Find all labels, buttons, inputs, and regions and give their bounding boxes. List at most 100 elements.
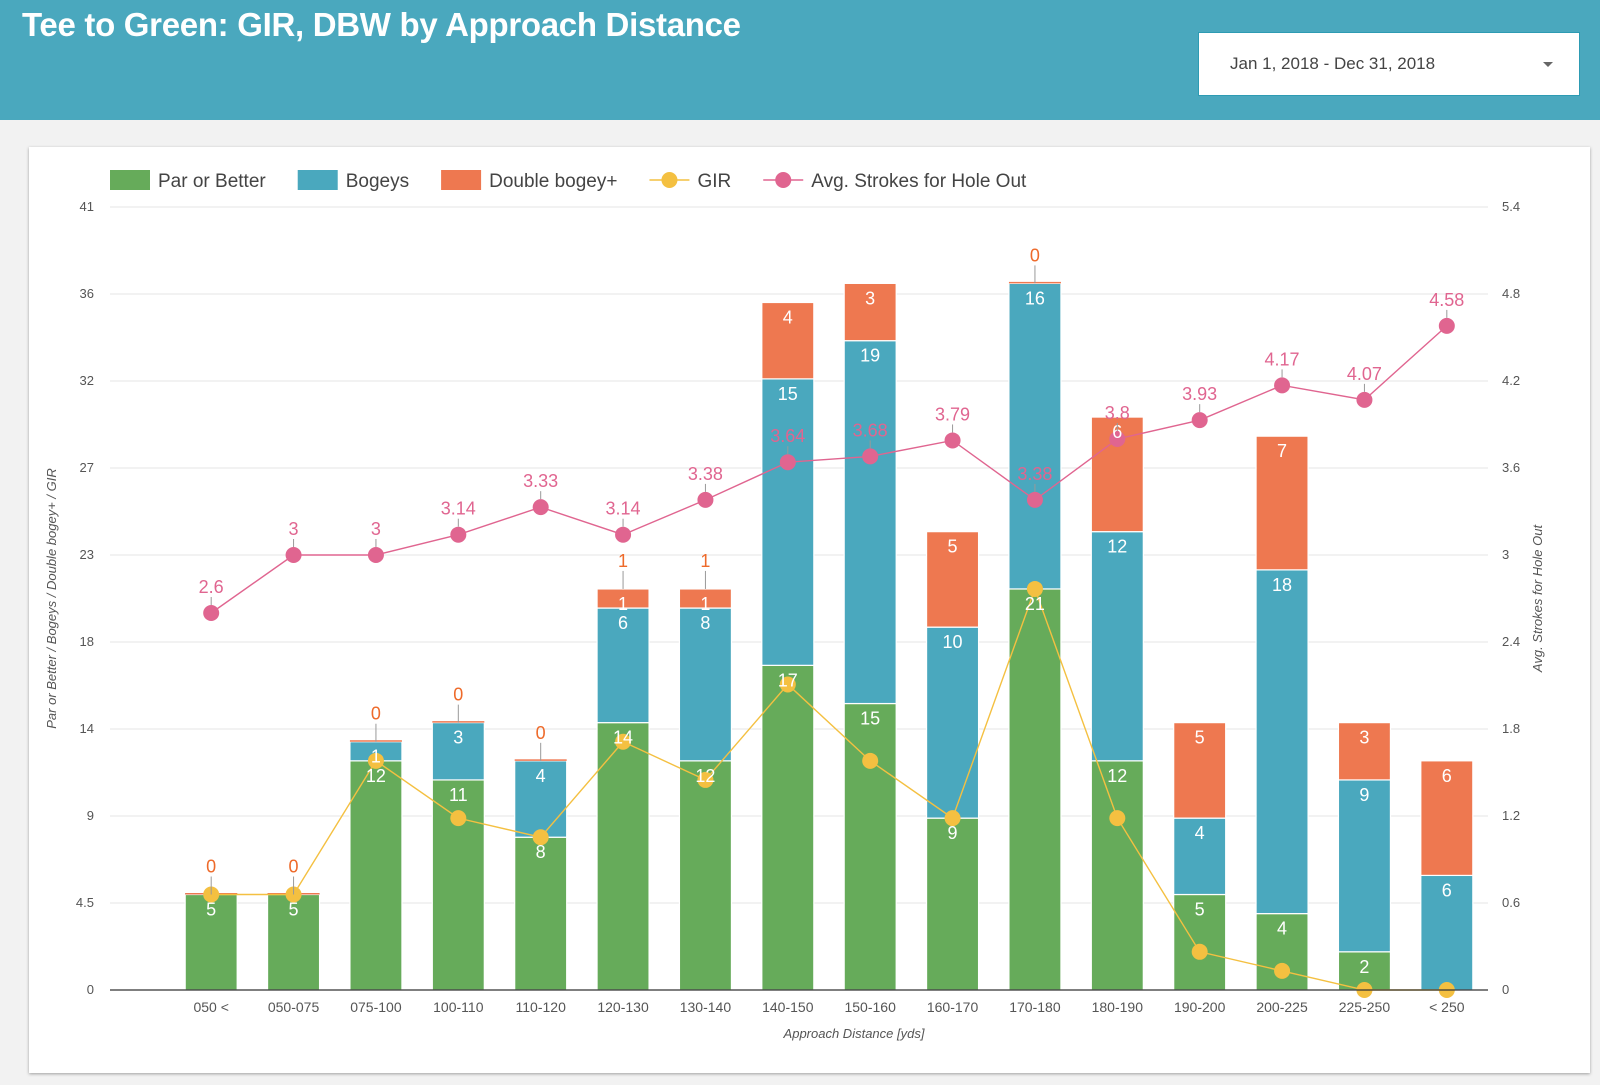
avg-strokes-point bbox=[615, 526, 632, 543]
legend: Par or Better Bogeys Double bogey+ GIR Avg. … bbox=[110, 170, 1027, 192]
x-tick-label: 225-250 bbox=[1339, 999, 1391, 1015]
bar-bogeys bbox=[1090, 531, 1144, 762]
avg-strokes-label: 3.79 bbox=[935, 404, 970, 424]
bar-value-label: 5 bbox=[948, 537, 958, 557]
double-bogey-label: 1 bbox=[618, 551, 628, 571]
legend-label: GIR bbox=[697, 171, 731, 192]
bar-value-label: 6 bbox=[1442, 880, 1452, 900]
x-axis-title: Approach Distance [yds] bbox=[783, 1026, 925, 1041]
gir-point bbox=[1026, 580, 1043, 597]
y2-tick-label: 3 bbox=[1502, 547, 1509, 562]
bar-value-label: 5 bbox=[1195, 728, 1205, 748]
legend-avg-strokes: Avg. Strokes for Hole Out bbox=[763, 171, 1027, 192]
bar-value-label: 5 bbox=[1195, 900, 1205, 920]
x-tick-label: 100-110 bbox=[433, 999, 484, 1015]
bar-double-bogey bbox=[1255, 435, 1309, 571]
bar-bogeys bbox=[1337, 779, 1392, 953]
avg-strokes-point bbox=[1356, 391, 1373, 408]
y2-axis-title: Avg. Strokes for Hole Out bbox=[1530, 524, 1545, 674]
axes: 04.591418232732364100.61.21.82.433.64.24… bbox=[44, 199, 1545, 1041]
bar-value-label: 6 bbox=[1112, 422, 1122, 442]
y-tick-label: 0 bbox=[87, 982, 94, 997]
x-tick-label: 075-100 bbox=[350, 999, 402, 1015]
x-tick-label: 110-120 bbox=[516, 999, 567, 1015]
bar-value-label: 12 bbox=[1107, 766, 1127, 786]
bar-value-label: 15 bbox=[860, 709, 880, 729]
avg-strokes-point bbox=[1109, 431, 1126, 447]
bar-value-label: 10 bbox=[943, 632, 963, 652]
avg-strokes-point bbox=[367, 547, 384, 563]
date-range-value: Jan 1, 2018 - Dec 31, 2018 bbox=[1230, 54, 1436, 73]
x-tick-label: 050 < bbox=[193, 999, 228, 1015]
avg-strokes-label: 3.38 bbox=[1017, 464, 1052, 484]
bar-double-bogey bbox=[925, 531, 980, 628]
x-tick-label: 160-170 bbox=[927, 999, 979, 1015]
legend-label: Par or Better bbox=[158, 171, 266, 192]
avg-strokes-label: 3.14 bbox=[606, 499, 641, 519]
x-tick-label: 180-190 bbox=[1092, 999, 1144, 1015]
y-axis-title: Par or Better / Bogeys / Double bogey+ /… bbox=[44, 468, 59, 729]
y2-tick-label: 2.4 bbox=[1502, 634, 1520, 649]
y-tick-label: 14 bbox=[80, 721, 94, 736]
legend-swatch bbox=[110, 170, 150, 190]
bars bbox=[184, 281, 1474, 991]
bar-par-or-better bbox=[514, 836, 568, 991]
avg-strokes-point bbox=[285, 547, 302, 563]
bar-double-bogey bbox=[761, 301, 815, 380]
bar-value-label: 8 bbox=[700, 613, 710, 633]
y-tick-label: 41 bbox=[80, 199, 94, 214]
y2-tick-label: 0 bbox=[1502, 982, 1509, 997]
avg-strokes-point bbox=[203, 605, 220, 621]
bar-par-or-better bbox=[1090, 760, 1144, 991]
gir-point bbox=[944, 810, 961, 827]
y2-tick-label: 0.6 bbox=[1502, 895, 1520, 910]
bar-par-or-better bbox=[925, 817, 980, 991]
chart-card: 5 0 5 0 12 1 0 11 3 0 8 4 0 14 6 1 1 12 8 1 1 17 15 4 15 19 3 9 10 5 2… bbox=[29, 147, 1590, 1073]
double-bogey-label: 0 bbox=[1030, 245, 1040, 265]
bar-bogeys bbox=[1420, 874, 1474, 991]
y2-tick-label: 4.2 bbox=[1502, 373, 1520, 388]
bar-bogeys bbox=[843, 340, 897, 705]
avg-strokes-label: 3.14 bbox=[441, 499, 476, 519]
gir-point bbox=[1274, 962, 1291, 979]
y2-tick-label: 1.2 bbox=[1502, 808, 1520, 823]
bar-value-label: 17 bbox=[778, 670, 798, 690]
bar-par-or-better bbox=[678, 760, 733, 991]
x-tick-label: 150-160 bbox=[844, 999, 896, 1015]
bar-bogeys bbox=[514, 760, 568, 838]
bar-value-label: 16 bbox=[1025, 288, 1045, 308]
chevron-down-icon[interactable] bbox=[1543, 62, 1553, 67]
x-tick-label: 120-130 bbox=[597, 999, 649, 1015]
avg-strokes-label: 4.17 bbox=[1265, 349, 1300, 369]
avg-strokes-label: 4.58 bbox=[1429, 290, 1464, 310]
y2-tick-label: 1.8 bbox=[1502, 721, 1520, 736]
bar-bogeys bbox=[925, 626, 980, 819]
y-tick-label: 32 bbox=[80, 373, 94, 388]
double-bogey-label: 0 bbox=[371, 704, 381, 724]
legend-marker bbox=[775, 172, 792, 188]
bar-bogeys bbox=[1008, 282, 1062, 590]
bar-value-label: 12 bbox=[695, 766, 715, 786]
avg-strokes-point bbox=[697, 491, 714, 508]
report-header: Tee to Green: GIR, DBW by Approach Dista… bbox=[0, 0, 1600, 120]
avg-strokes-label: 3.68 bbox=[853, 420, 888, 440]
bar-bogeys bbox=[1255, 569, 1309, 915]
bar-bogeys bbox=[596, 607, 650, 724]
bar-double-bogey bbox=[843, 282, 897, 342]
date-range-picker[interactable]: Jan 1, 2018 - Dec 31, 2018 bbox=[1198, 32, 1580, 96]
avg-strokes-label: 3.33 bbox=[523, 471, 558, 491]
page-title: Tee to Green: GIR, DBW by Approach Dista… bbox=[22, 6, 741, 43]
avg-strokes-point bbox=[1026, 491, 1043, 508]
legend-label: Double bogey+ bbox=[489, 171, 617, 192]
avg-strokes-point bbox=[779, 454, 796, 471]
y2-tick-label: 3.6 bbox=[1502, 460, 1520, 475]
gir-point bbox=[532, 829, 549, 846]
bar-par-or-better bbox=[1008, 588, 1062, 991]
y-tick-label: 4.5 bbox=[76, 895, 94, 910]
gir-point bbox=[450, 810, 467, 827]
bar-bogeys bbox=[431, 722, 485, 781]
gir-point bbox=[615, 733, 632, 750]
bar-value-label: 4 bbox=[536, 766, 546, 786]
